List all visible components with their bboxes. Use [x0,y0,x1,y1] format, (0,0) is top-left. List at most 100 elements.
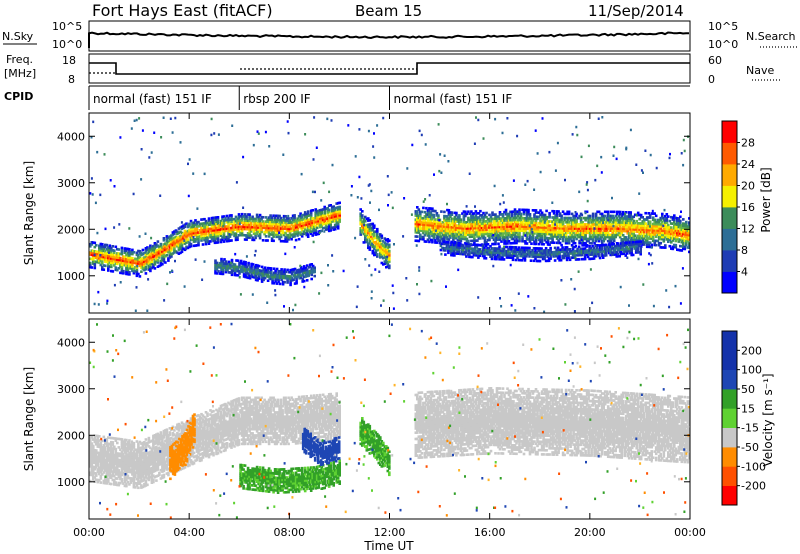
power-cell [243,221,247,224]
power-cell [453,222,457,225]
power-cell [224,262,228,265]
power-cell [278,214,281,218]
power-cell [293,267,297,271]
power-cell [129,258,133,262]
power-cell [668,244,672,248]
power-cell [676,233,679,237]
power-cell [682,247,685,250]
power-cell [296,275,300,278]
power-cell [519,223,523,226]
power-cell [515,229,518,232]
power-cell [434,209,437,213]
power-cell [495,225,499,229]
power-cell [632,236,635,240]
power-cell [238,270,241,273]
power-cell [491,236,494,240]
power-cell [249,230,253,233]
power-cell [492,230,496,233]
power-cell [578,225,581,228]
power-cell [621,248,624,251]
power-cell [539,213,542,217]
power-cell [414,212,418,215]
power-cell [423,225,427,229]
power-cell [174,243,178,247]
power-cell [592,248,596,252]
power-cell [253,254,256,257]
power-cell [471,247,474,250]
power-cell [522,227,526,230]
power-cell [546,224,550,227]
power-cell [318,221,322,225]
power-cell [641,230,644,234]
power-cell [239,266,243,269]
power-cell [297,231,301,235]
power-cell [677,223,681,227]
power-cell [233,220,236,223]
power-cell [107,256,110,260]
power-cell [242,269,246,272]
power-cell [521,223,524,226]
power-cell [246,213,250,216]
power-cell [155,249,158,253]
power-cell [309,217,313,221]
power-cell [627,249,630,253]
power-cell [548,150,551,154]
power-cell [122,259,125,263]
power-cell [336,206,340,209]
power-cell [470,239,473,243]
power-cell [152,257,155,261]
power-cell [275,235,278,239]
power-cell [216,218,220,221]
power-cell [570,229,574,232]
power-cell [89,251,92,254]
power-cell [327,208,331,212]
power-cell [603,247,606,251]
power-cell [557,210,560,213]
power-cell [531,221,535,225]
power-cell [600,254,603,257]
power-cell [620,229,623,233]
power-cell [373,234,376,238]
power-cell [310,273,313,277]
power-cell [281,221,284,224]
power-cell [428,215,431,219]
power-cell [558,218,562,222]
power-cell [537,234,541,237]
power-cell [380,236,384,240]
power-cell [512,231,515,234]
power-cell [308,226,311,230]
power-cell [485,224,488,227]
power-cell [418,129,421,133]
power-cell [210,216,214,220]
power-cell [277,274,280,277]
power-cell [537,228,541,231]
power-cell [203,232,206,236]
power-cell [173,242,176,246]
power-cell [165,239,169,242]
power-cell [456,246,459,249]
power-cell [385,253,388,256]
power-cell [278,221,281,224]
power-cell [577,253,581,257]
power-cell [453,215,457,219]
power-cell [290,223,293,226]
cpid-label: CPID [4,90,33,103]
power-cell [674,229,678,232]
power-cell [425,225,428,229]
power-cell [515,216,518,220]
power-cell [120,252,124,256]
power-cell [583,247,587,250]
power-cell [147,247,151,250]
power-cell [368,223,372,226]
power-cell [517,258,521,262]
power-cell [90,253,94,257]
power-cell [251,263,255,266]
power-cell [169,117,172,120]
power-cell [146,248,149,251]
power-cell [549,253,552,256]
power-cell [248,274,252,278]
power-cell [536,232,539,235]
power-cell [513,233,517,236]
power-cell [635,219,638,223]
power-cell [557,231,560,234]
